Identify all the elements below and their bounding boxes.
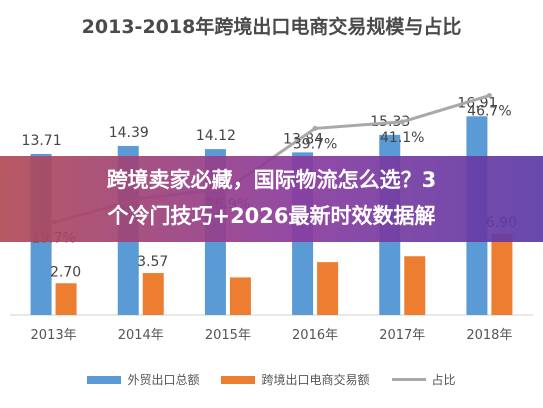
x-tick-label-2: 2015年 [205,328,251,343]
bar-label-export-total-2: 14.12 [196,128,236,144]
x-tick-label-1: 2014年 [118,328,164,343]
legend-item-ecommerce: 跨境出口电商交易额 [221,371,370,388]
x-tick-label-0: 2013年 [31,328,77,343]
banner-line-2: 个冷门技巧+2026最新时效数据解 [107,204,436,228]
line-share-point-3 [312,125,318,131]
line-share-point-5 [486,93,492,99]
line-share-label-4: 41.1% [380,130,424,146]
bar-label-export-total-5: 16.91 [457,95,497,111]
line-share-point-4 [399,119,405,125]
banner-line-1: 跨境卖家必藏，国际物流怎么选？3 [106,168,437,192]
bar-label-export-total-0: 13.71 [22,133,62,149]
overlay-banner [0,156,543,242]
x-tick-label-3: 2016年 [292,328,338,343]
bar-ecommerce-3 [317,262,339,315]
bar-label-export-total-1: 14.39 [109,125,149,141]
bar-ecommerce-4 [404,256,426,315]
x-tick-label-4: 2017年 [379,328,425,343]
legend-label-export-total: 外贸出口总额 [127,373,200,387]
legend-item-export-total: 外贸出口总额 [87,371,199,388]
bar-ecommerce-0 [55,283,77,315]
legend-swatch-ecommerce [221,375,256,384]
bar-label-ecommerce-0: 2.70 [50,264,81,280]
x-tick-label-5: 2018年 [466,328,512,343]
bar-label-ecommerce-1: 3.57 [137,254,168,270]
bar-ecommerce-2 [229,277,251,315]
chart-legend: 外贸出口总额 跨境出口电商交易额 占比 [0,371,543,388]
line-share-label-5: 46.7% [467,104,511,120]
legend-label-share: 占比 [431,373,456,387]
bar-ecommerce-5 [491,233,513,315]
bar-ecommerce-1 [142,273,164,315]
overlay-banner-text: 跨境卖家必藏，国际物流怎么选？3 个冷门技巧+2026最新时效数据解 [0,162,543,234]
legend-label-ecommerce: 跨境出口电商交易额 [261,373,370,387]
chart-title: 2013-2018年跨境出口电商交易规模与占比 [81,16,462,38]
line-share-label-3: 39.7% [293,136,337,152]
legend-swatch-export-total [87,375,122,384]
legend-item-share: 占比 [391,371,456,388]
legend-swatch-share [391,378,426,381]
